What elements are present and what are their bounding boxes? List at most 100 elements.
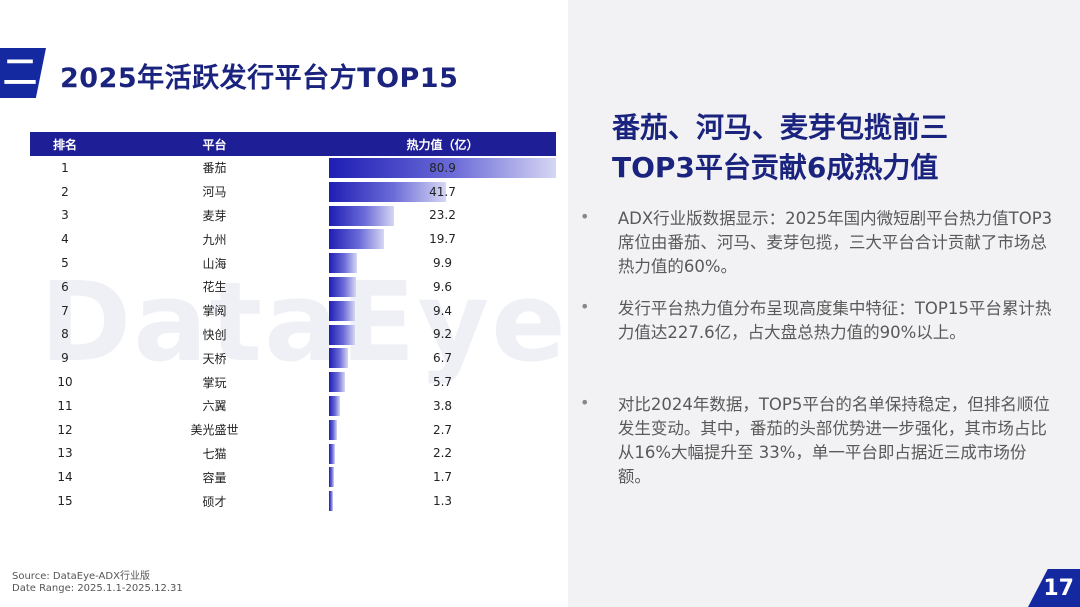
heat-value-label: 23.2 xyxy=(429,208,456,223)
heat-value-label: 9.4 xyxy=(432,303,453,318)
rank-cell: 14 xyxy=(57,470,73,485)
heat-bar xyxy=(329,348,348,369)
platform-cell: 河马 xyxy=(202,185,227,200)
bullet-text: 发行平台热力值分布呈现高度集中特征：TOP15平台累计热力值达227.6亿，占大… xyxy=(617,299,1052,342)
heat-value-label: 2.7 xyxy=(432,422,453,437)
platform-cell: 快创 xyxy=(202,327,227,342)
header-heat-value: 热力值（亿） xyxy=(329,132,556,156)
heat-bar xyxy=(329,443,336,464)
heat-bar xyxy=(329,158,556,178)
table-row: 10 掌玩 5.7 xyxy=(30,370,556,394)
heat-value-label: 19.7 xyxy=(429,232,456,247)
bullet-dot: • xyxy=(580,297,590,316)
heat-value-cell: 9.9 xyxy=(329,251,556,275)
ranking-table: 排名 平台 热力值（亿） 1 番茄 80.9 2 河马 41.7 3 麦芽 23.2 4 九州 19.… xyxy=(30,132,556,513)
platform-cell: 七猫 xyxy=(202,446,227,461)
heat-value-cell: 6.7 xyxy=(329,346,556,370)
heat-value-cell: 5.7 xyxy=(329,370,556,394)
table-row: 1 番茄 80.9 xyxy=(30,156,556,180)
rank-cell: 7 xyxy=(61,303,69,318)
heat-bar xyxy=(329,395,340,416)
heat-bar xyxy=(329,324,355,345)
heat-value-cell: 9.2 xyxy=(329,323,556,347)
heat-bar xyxy=(329,253,357,274)
heat-value-label: 9.2 xyxy=(432,327,453,342)
heat-bar xyxy=(329,300,356,321)
platform-cell: 容量 xyxy=(202,470,227,485)
heat-value-label: 80.9 xyxy=(429,160,456,175)
heat-value-cell: 9.4 xyxy=(329,299,556,323)
heat-bar xyxy=(329,229,385,250)
header-rank: 排名 xyxy=(30,132,100,156)
rank-cell: 3 xyxy=(61,208,69,223)
rank-cell: 12 xyxy=(57,422,73,437)
heat-value-cell: 1.7 xyxy=(329,465,556,489)
platform-cell: 六翼 xyxy=(202,399,227,414)
platform-cell: 番茄 xyxy=(202,161,227,176)
heat-value-label: 1.7 xyxy=(432,470,453,485)
platform-cell: 天桥 xyxy=(202,351,227,366)
table-body: 1 番茄 80.9 2 河马 41.7 3 麦芽 23.2 4 九州 19.7 5 山海 9.9 6 花生 9.6… xyxy=(30,156,556,513)
table-row: 13 七猫 2.2 xyxy=(30,442,556,466)
section-number-badge: 二 xyxy=(0,48,46,98)
heat-bar xyxy=(329,372,345,393)
rank-cell: 6 xyxy=(61,279,69,294)
headline-line-1: 番茄、河马、麦芽包揽前三 xyxy=(612,111,949,144)
table-row: 2 河马 41.7 xyxy=(30,180,556,204)
bullet-dot: • xyxy=(580,393,590,412)
table-row: 5 山海 9.9 xyxy=(30,251,556,275)
right-panel xyxy=(568,0,1080,607)
rank-cell: 15 xyxy=(57,494,73,509)
rank-cell: 4 xyxy=(61,232,69,247)
table-row: 4 九州 19.7 xyxy=(30,227,556,251)
platform-cell: 美光盛世 xyxy=(190,423,239,438)
rank-cell: 10 xyxy=(57,375,73,390)
platform-cell: 硕才 xyxy=(202,494,227,509)
heat-value-cell: 80.9 xyxy=(329,156,556,180)
heat-value-label: 5.7 xyxy=(432,375,453,390)
rank-cell: 8 xyxy=(61,327,69,342)
bullet-text: ADX行业版数据显示：2025年国内微短剧平台热力值TOP3席位由番茄、河马、麦… xyxy=(617,209,1053,276)
section-title: 2025年活跃发行平台方TOP15 xyxy=(60,63,459,94)
rank-cell: 2 xyxy=(61,184,69,199)
heat-value-label: 1.3 xyxy=(432,494,453,509)
table-row: 12 美光盛世 2.7 xyxy=(30,418,556,442)
table-row: 3 麦芽 23.2 xyxy=(30,204,556,228)
platform-cell: 掌玩 xyxy=(202,375,227,390)
bullet-text: 对比2024年数据，TOP5平台的名单保持稳定，但排名顺位发生变动。其中，番茄的… xyxy=(617,395,1050,486)
header-platform: 平台 xyxy=(100,132,329,156)
heat-value-label: 41.7 xyxy=(429,184,456,199)
heat-bar xyxy=(329,276,356,297)
platform-cell: 山海 xyxy=(202,256,227,271)
rank-cell: 13 xyxy=(57,446,73,461)
heat-bar xyxy=(329,467,334,488)
heat-value-label: 9.9 xyxy=(432,256,453,271)
heat-value-cell: 2.7 xyxy=(329,418,556,442)
rank-cell: 11 xyxy=(57,398,73,413)
rank-cell: 9 xyxy=(61,351,69,366)
rank-cell: 1 xyxy=(61,160,69,175)
heat-bar xyxy=(329,181,446,202)
bullet-item: • ADX行业版数据显示：2025年国内微短剧平台热力值TOP3席位由番茄、河马… xyxy=(578,207,1058,279)
watermark-logo: DataEye xyxy=(40,258,568,386)
table-row: 9 天桥 6.7 xyxy=(30,346,556,370)
heat-value-cell: 23.2 xyxy=(329,204,556,228)
rank-cell: 5 xyxy=(61,256,69,271)
heat-value-cell: 9.6 xyxy=(329,275,556,299)
table-row: 15 硕才 1.3 xyxy=(30,489,556,513)
table-row: 6 花生 9.6 xyxy=(30,275,556,299)
bullet-item: • 对比2024年数据，TOP5平台的名单保持稳定，但排名顺位发生变动。其中，番… xyxy=(578,393,1058,489)
platform-cell: 掌阅 xyxy=(202,304,227,319)
bullet-item: • 发行平台热力值分布呈现高度集中特征：TOP15平台累计热力值达227.6亿，… xyxy=(578,297,1058,345)
platform-cell: 花生 xyxy=(202,280,227,295)
heat-value-label: 2.2 xyxy=(432,446,453,461)
heat-bar xyxy=(329,491,333,512)
headline-line-2: TOP3平台贡献6成热力值 xyxy=(612,151,939,184)
table-row: 11 六翼 3.8 xyxy=(30,394,556,418)
heat-value-cell: 1.3 xyxy=(329,489,556,513)
heat-value-label: 9.6 xyxy=(432,279,453,294)
section-number: 二 xyxy=(3,53,37,93)
table-row: 7 掌阅 9.4 xyxy=(30,299,556,323)
heat-value-cell: 41.7 xyxy=(329,180,556,204)
heat-value-cell: 3.8 xyxy=(329,394,556,418)
